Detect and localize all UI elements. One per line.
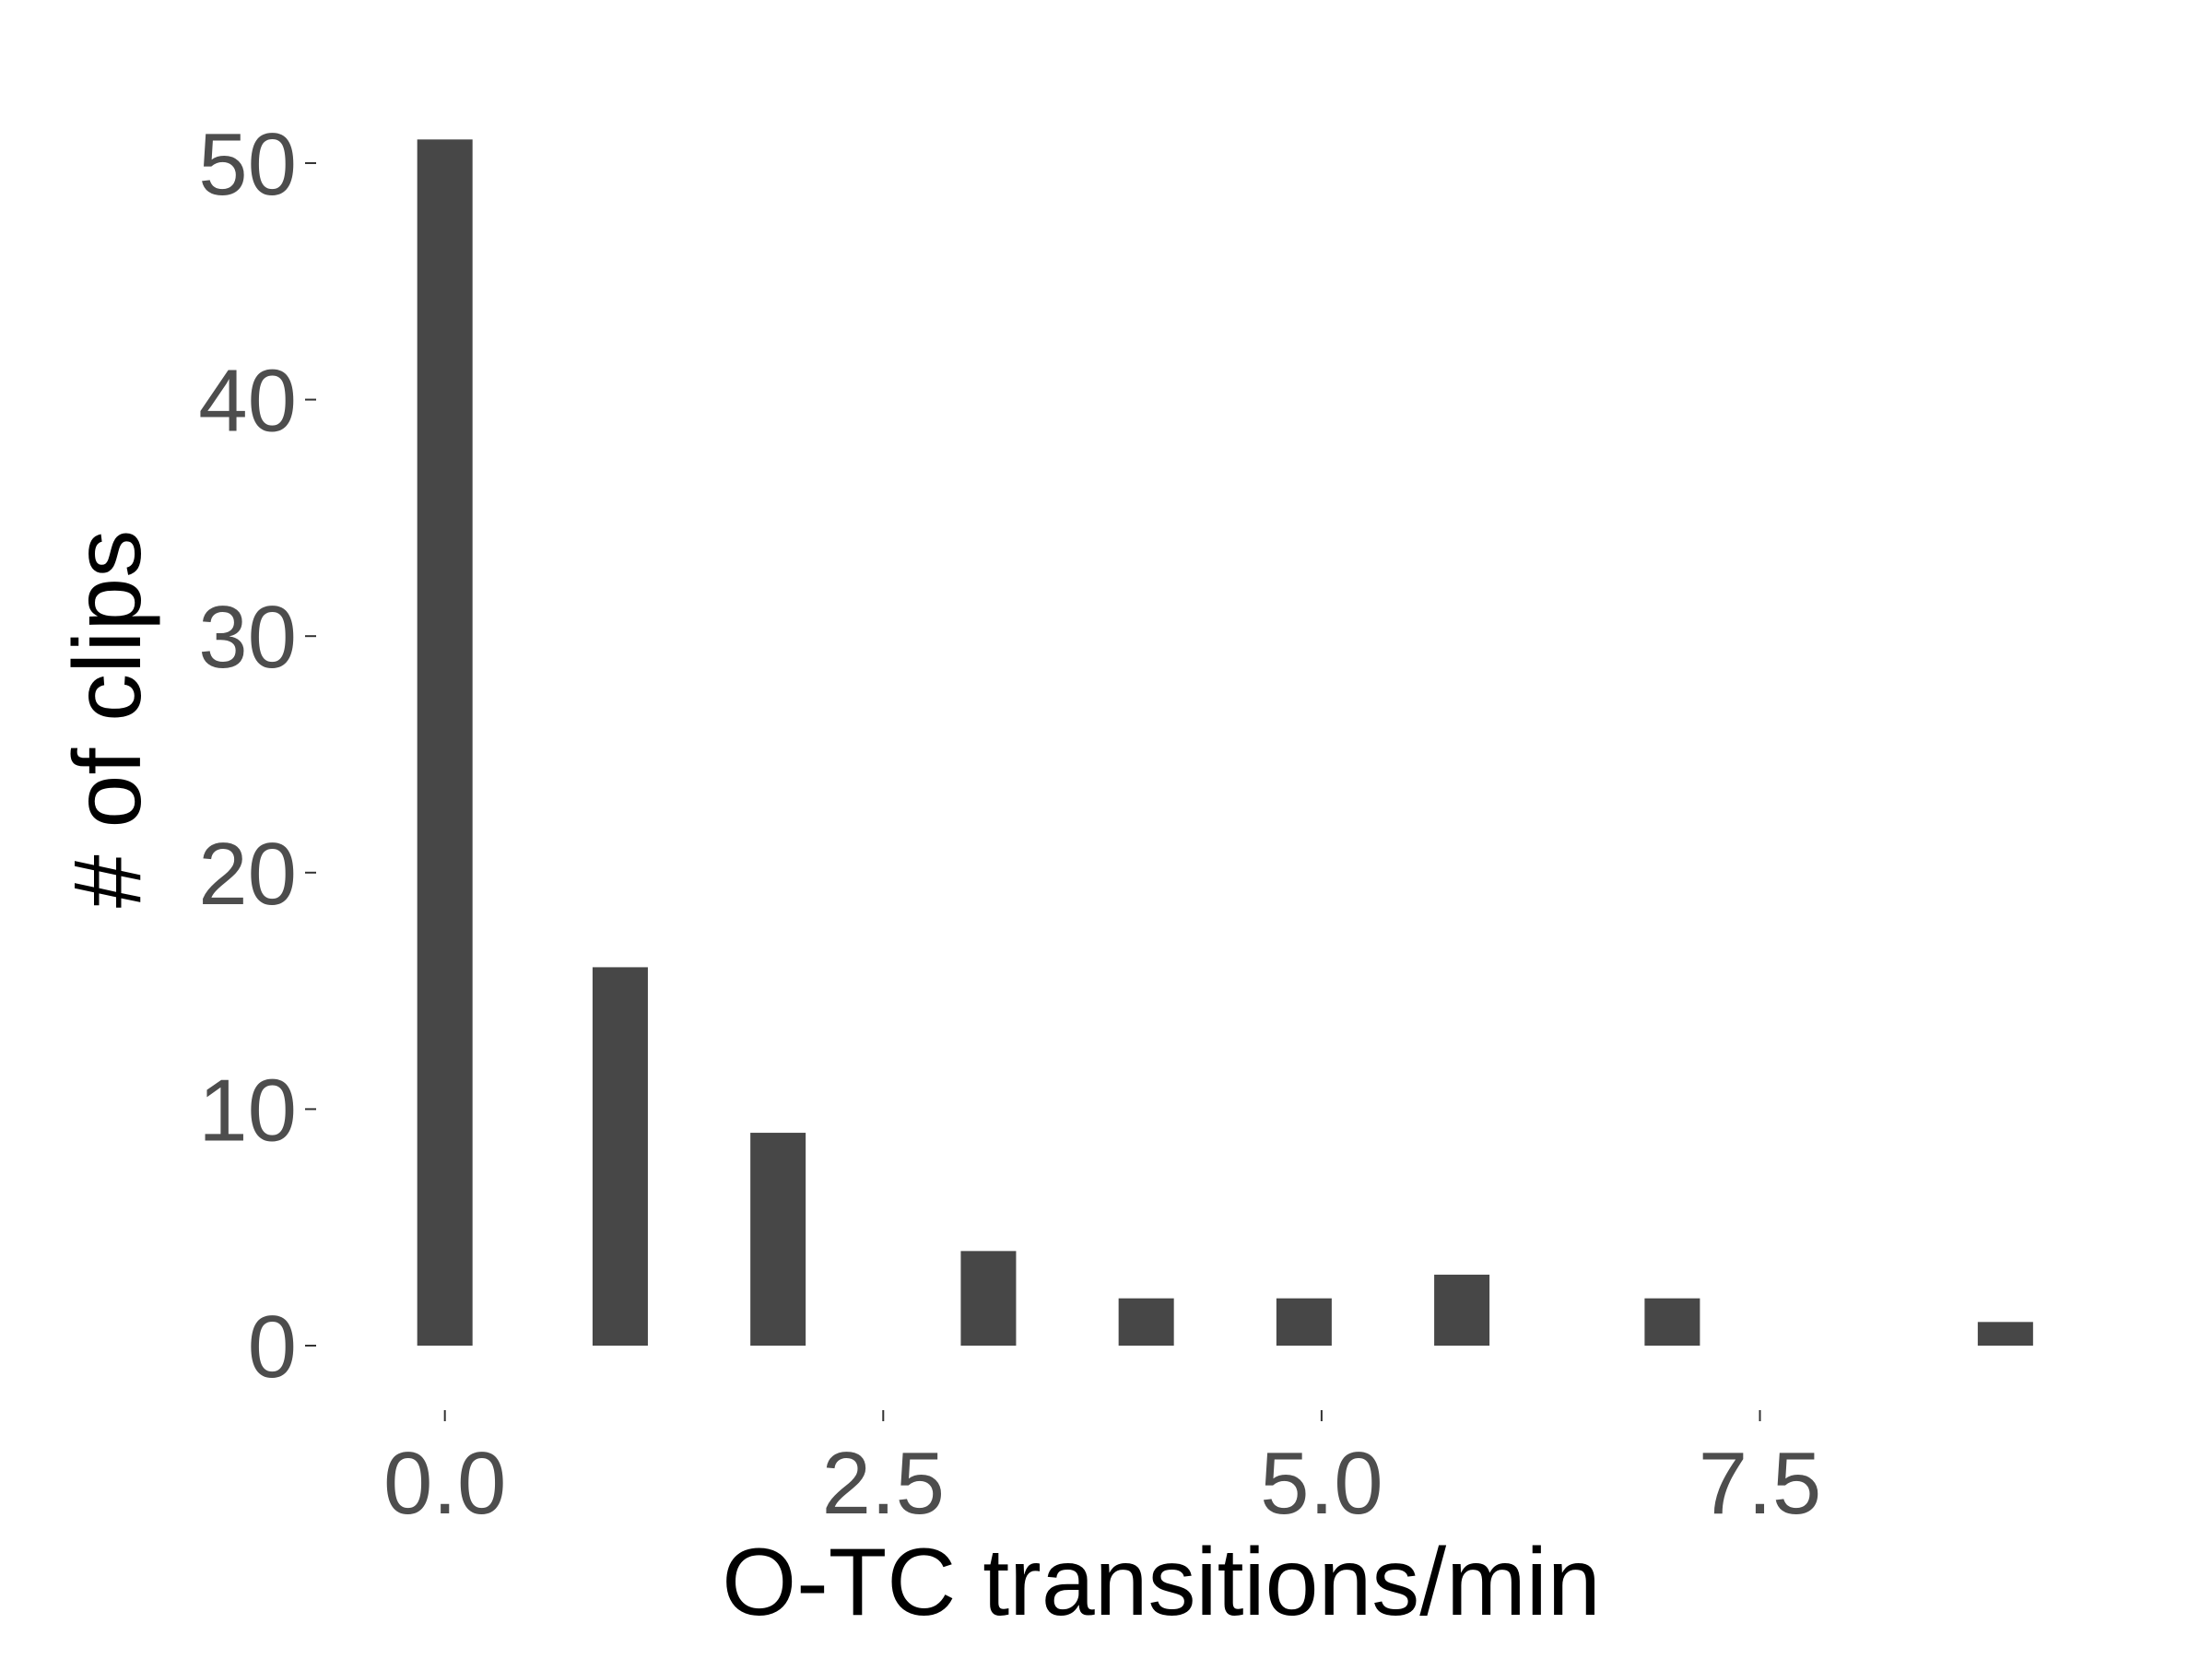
- y-tick-label: 0: [248, 1298, 297, 1396]
- bar: [1276, 1298, 1332, 1346]
- bar: [417, 139, 473, 1346]
- y-tick-label: 50: [198, 115, 297, 214]
- y-tick-label: 30: [198, 588, 297, 687]
- y-tick-label: 10: [198, 1061, 297, 1159]
- y-tick-label: 40: [198, 352, 297, 451]
- bar: [1977, 1322, 2033, 1346]
- bars-layer: [417, 139, 2033, 1346]
- bar: [960, 1251, 1017, 1346]
- y-axis: 0 10 20 30 40 50: [198, 115, 316, 1396]
- bar: [1644, 1298, 1700, 1346]
- x-tick-label: 0.0: [383, 1434, 506, 1533]
- x-axis: 0.0 2.5 5.0 7.5: [383, 1410, 1821, 1533]
- y-axis-title: # of clips: [54, 530, 161, 908]
- bar: [1434, 1275, 1490, 1346]
- bar: [592, 967, 648, 1346]
- x-axis-title: O-TC transitions/min: [722, 1529, 1601, 1636]
- x-tick-label: 2.5: [822, 1434, 945, 1533]
- x-tick-label: 5.0: [1260, 1434, 1382, 1533]
- bar: [750, 1133, 806, 1346]
- x-tick-label: 7.5: [1699, 1434, 1821, 1533]
- y-tick-label: 20: [198, 825, 297, 924]
- bar: [1118, 1298, 1174, 1346]
